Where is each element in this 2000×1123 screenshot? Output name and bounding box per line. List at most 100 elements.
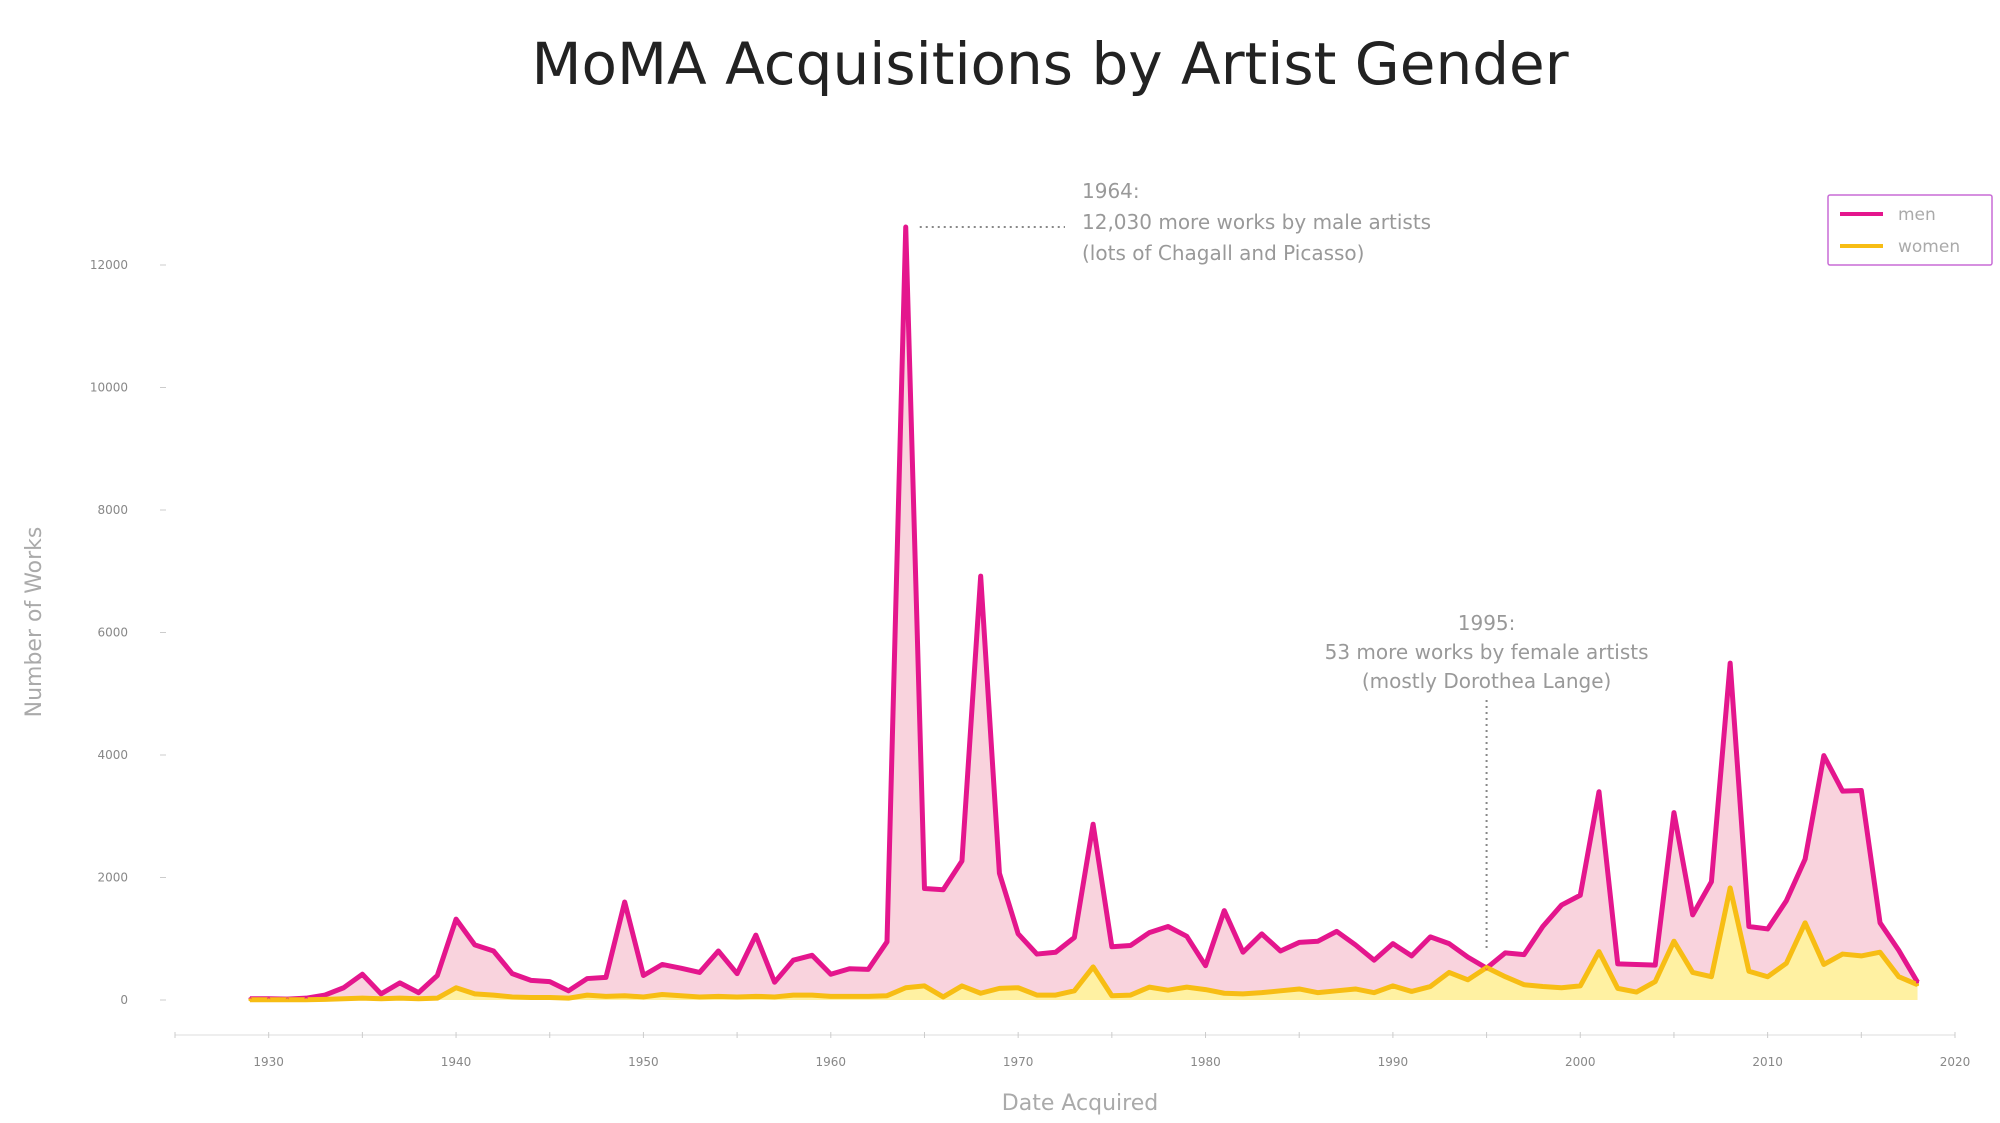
x-tick-label: 1930	[253, 1055, 284, 1069]
men-point	[398, 981, 402, 985]
women-point	[735, 995, 739, 999]
men-point	[342, 986, 346, 990]
women-point	[1803, 921, 1807, 925]
x-tick-label: 1990	[1378, 1055, 1409, 1069]
women-point	[904, 986, 908, 990]
women-point	[1072, 989, 1076, 993]
men-point	[922, 887, 926, 891]
women-point	[1129, 993, 1133, 997]
women-point	[267, 998, 271, 1002]
annotation-1964-text: 1964:	[1082, 179, 1140, 203]
men-point	[585, 977, 589, 981]
women-point	[979, 991, 983, 995]
x-tick-label: 1970	[1003, 1055, 1034, 1069]
women-point	[342, 997, 346, 1001]
women-point	[1428, 985, 1432, 989]
women-point	[360, 996, 364, 1000]
men-point	[473, 943, 477, 947]
women-point	[435, 996, 439, 1000]
men-point	[566, 989, 570, 993]
men-point	[997, 871, 1001, 875]
annotation-1964-text: 12,030 more works by male artists	[1082, 210, 1431, 234]
men-point	[1597, 790, 1601, 794]
men-point	[1841, 789, 1845, 793]
men-point	[1278, 949, 1282, 953]
men-point	[679, 966, 683, 970]
men-point	[492, 949, 496, 953]
annotation-1964-text: (lots of Chagall and Picasso)	[1082, 241, 1364, 265]
women-point	[1316, 991, 1320, 995]
x-tick-label: 1950	[628, 1055, 659, 1069]
men-point	[773, 980, 777, 984]
women-point	[1278, 989, 1282, 993]
men-point	[548, 980, 552, 984]
legend[interactable]: men women	[1827, 194, 1993, 266]
women-point	[1822, 962, 1826, 966]
men-point	[1297, 940, 1301, 944]
x-axis-title: Date Acquired	[1002, 1091, 1158, 1116]
men-point	[848, 967, 852, 971]
women-point	[1597, 950, 1601, 954]
women-point	[1859, 954, 1863, 958]
women-point	[698, 995, 702, 999]
women-point	[960, 984, 964, 988]
men-point	[379, 992, 383, 996]
women-point	[641, 995, 645, 999]
women-point	[1560, 986, 1564, 990]
men-point	[1916, 980, 1920, 984]
women-point	[623, 994, 627, 998]
women-point	[1016, 986, 1020, 990]
men-point	[1054, 950, 1058, 954]
legend-label-men: men	[1898, 205, 1936, 225]
men-point	[1541, 925, 1545, 928]
women-point	[754, 994, 758, 998]
women-point	[660, 992, 664, 996]
men-point	[623, 900, 627, 904]
men-line	[249, 224, 1920, 1002]
women-point	[716, 994, 720, 998]
men-point	[1747, 925, 1751, 928]
women-point	[492, 993, 496, 997]
women-line	[249, 885, 1919, 1003]
men-point	[1578, 893, 1582, 897]
series-lines	[248, 224, 1920, 1003]
women-point	[1185, 985, 1189, 989]
men-point	[1728, 661, 1732, 665]
women-point	[1297, 987, 1301, 991]
y-tick-label: 4000	[97, 748, 128, 762]
women-point	[866, 994, 870, 998]
men-point	[1035, 952, 1039, 956]
women-point	[679, 994, 683, 998]
men-point	[641, 974, 645, 977]
men-point	[323, 993, 327, 997]
women-point	[1841, 952, 1845, 956]
men-point	[754, 933, 758, 937]
x-tick-label: 2000	[1565, 1055, 1596, 1069]
women-point	[1766, 975, 1770, 979]
x-tick-label: 2020	[1940, 1055, 1971, 1069]
women-point	[773, 995, 777, 999]
women-point	[473, 992, 477, 996]
women-point	[285, 998, 289, 1002]
men-point	[1784, 899, 1788, 903]
men-point	[417, 991, 421, 995]
women-point	[454, 986, 458, 990]
men-point	[1653, 963, 1657, 967]
men-point	[941, 888, 945, 892]
women-point	[1260, 991, 1264, 995]
men-point	[1447, 942, 1451, 946]
men-point	[454, 917, 458, 921]
annotation-1995-text: (mostly Dorothea Lange)	[1362, 669, 1612, 693]
x-tick-label: 1960	[816, 1055, 847, 1069]
men-point	[1466, 955, 1470, 959]
women-point	[379, 997, 383, 1001]
men-point	[1428, 935, 1432, 939]
y-tick-label: 2000	[97, 871, 128, 885]
men-point	[529, 978, 533, 982]
women-point	[1110, 994, 1114, 998]
women-point	[1485, 966, 1489, 970]
men-point	[1185, 934, 1189, 938]
women-point	[1691, 970, 1695, 974]
women-point	[1091, 965, 1095, 969]
women-point	[548, 996, 552, 1000]
